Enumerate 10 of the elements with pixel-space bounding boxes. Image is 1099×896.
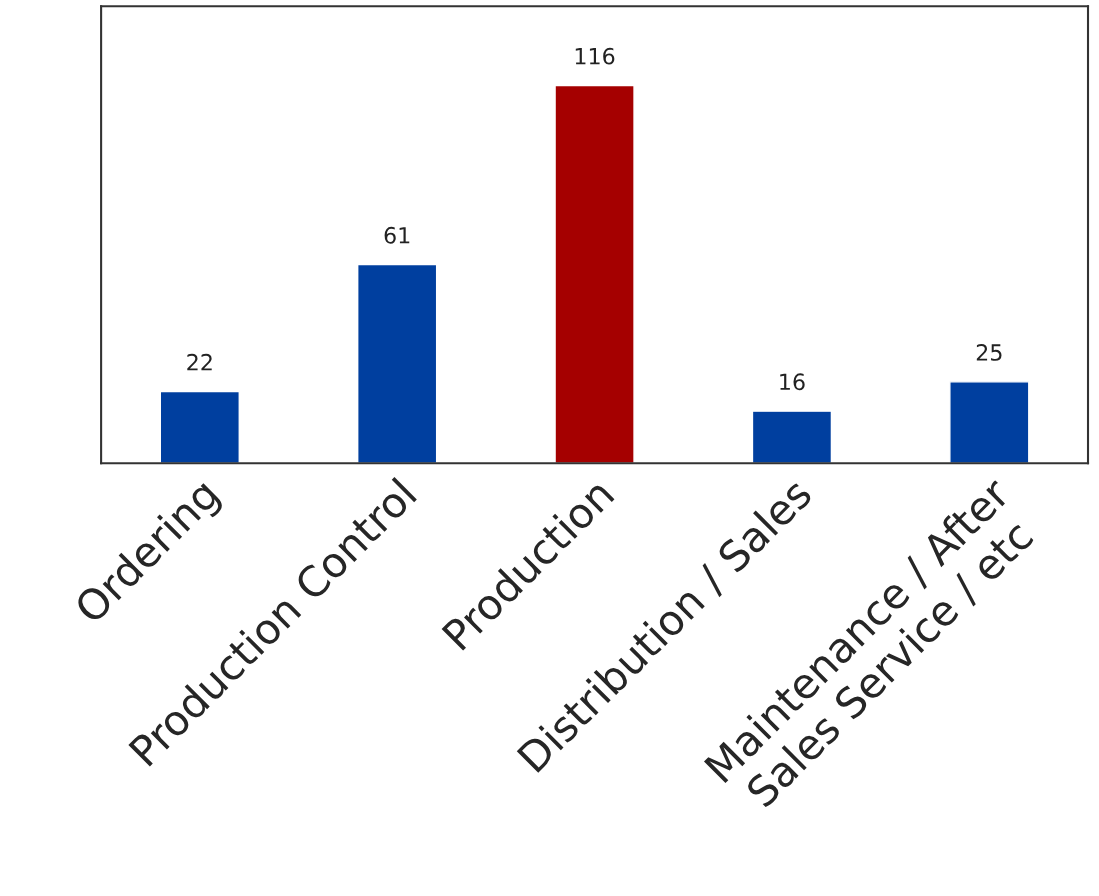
data-label: 116	[575, 47, 615, 65]
data-label: 22	[187, 353, 212, 371]
bar	[159, 390, 240, 464]
bar	[554, 84, 635, 464]
bar	[949, 381, 1030, 464]
data-label: 61	[384, 226, 410, 244]
data-label: 25	[976, 344, 1002, 361]
bar	[357, 263, 438, 464]
bar	[751, 410, 833, 464]
data-label: 16	[780, 373, 805, 391]
